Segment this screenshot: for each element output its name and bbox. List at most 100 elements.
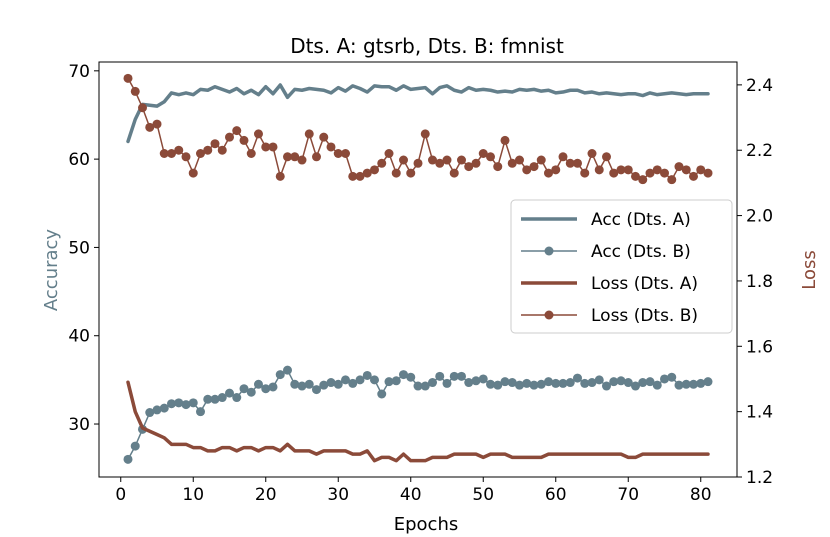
data-point [558,152,568,162]
data-point [681,379,691,389]
data-point [406,168,416,178]
y-right-tick-label: 2.2 [746,141,773,161]
data-point [464,378,474,388]
data-point [384,377,394,387]
x-tick-label: 10 [182,485,204,505]
data-point [471,376,481,386]
data-point [188,398,198,408]
data-point [544,168,553,178]
data-point [696,378,706,388]
data-point [420,129,430,139]
data-point [159,403,169,413]
data-point [500,377,510,387]
x-tick-label: 70 [617,485,639,505]
series-acc-dts-a [126,83,710,144]
y-right-tick-label: 1.2 [746,468,773,488]
data-point [362,370,372,380]
data-point [123,454,133,464]
data-point [297,381,307,391]
data-point [464,162,474,172]
data-point [362,168,372,178]
data-point [312,152,321,162]
data-point [616,376,626,386]
data-point [217,393,227,403]
y-right-tick-label: 1.8 [746,272,773,292]
data-point [319,380,329,390]
data-point [573,373,582,383]
data-point [609,377,619,387]
data-point [181,152,191,162]
data-point [428,155,437,165]
data-point [631,171,640,181]
data-point [667,175,677,185]
plot-frame [98,61,738,478]
data-point [631,381,640,391]
data-point [529,380,539,390]
plot-area [123,73,713,464]
series-loss-dts-b [123,73,713,185]
data-point [232,393,242,403]
data-point [638,175,648,185]
legend-box [510,199,733,334]
series-line [126,380,710,463]
data-point [326,142,336,152]
data-point [181,400,191,410]
data-point [522,165,532,175]
data-point [319,132,329,142]
data-point [225,132,234,142]
data-point [529,162,539,172]
data-point [442,378,452,388]
data-point [254,129,263,139]
y-left-tick-label: 50 [68,238,90,258]
data-point [210,394,220,404]
data-point [239,135,249,145]
data-point [471,158,481,168]
legend-marker-acc-dts-b [544,246,554,256]
data-point [406,372,416,382]
data-point [449,371,459,381]
data-point [297,155,307,165]
data-point [638,378,648,388]
data-point [391,168,401,178]
data-point [703,168,713,178]
data-point [515,155,524,165]
data-point [225,388,234,398]
data-point [399,155,408,165]
data-point [645,377,655,387]
data-point [681,165,691,175]
data-point [384,149,394,158]
data-point [341,375,350,385]
data-point [587,378,597,388]
data-point [261,384,271,394]
legend-label-loss-dts-b: Loss (Dts. B) [591,306,698,326]
data-point [145,122,155,132]
data-point [290,379,300,389]
data-point [246,387,256,397]
data-point [261,142,271,152]
data-point [587,149,597,158]
data-point [355,375,365,385]
legend-label-acc-dts-b: Acc (Dts. B) [591,242,691,262]
data-point [283,152,292,162]
data-point [130,86,140,96]
data-point [174,145,184,155]
data-point [536,379,546,389]
x-tick-label: 50 [472,485,494,505]
data-point [333,149,343,158]
data-point [232,126,242,136]
data-point [435,371,445,381]
data-point [449,168,459,178]
y-axis-left-label: Accuracy [41,229,62,312]
x-tick-label: 30 [327,485,349,505]
data-point [551,378,561,388]
data-point [536,155,546,165]
x-tick-label: 60 [545,485,567,505]
legend: Acc (Dts. A) Acc (Dts. B) Loss (Dts. A) Los… [510,199,733,334]
data-point [623,378,633,388]
data-point [203,394,213,404]
data-point [377,158,387,168]
data-point [500,135,510,145]
data-point [196,149,205,158]
data-point [391,376,401,386]
